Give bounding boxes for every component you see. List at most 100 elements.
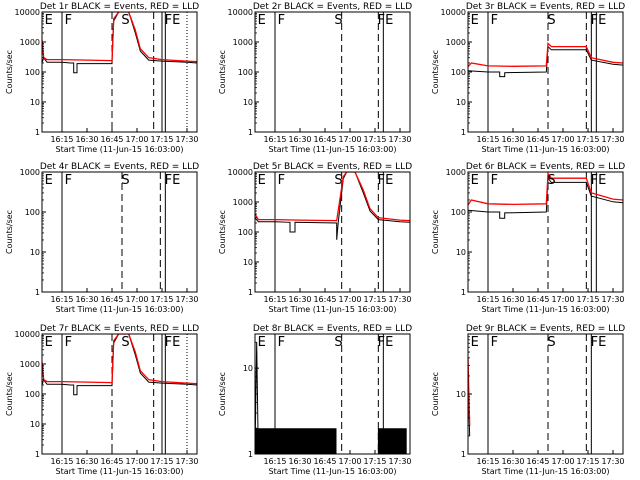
phase-marker-label: E	[45, 335, 53, 350]
y-axis-label: Counts/sec	[431, 372, 440, 416]
x-tick-label: 16:30	[288, 135, 311, 144]
phase-marker-label: FE	[378, 335, 394, 350]
y-tick-label: 1	[35, 128, 40, 137]
x-axis-label: Start Time (11-Jun-15 16:03:00)	[56, 467, 184, 476]
y-tick-label: 10	[243, 258, 253, 267]
x-tick-label: 17:00	[338, 457, 361, 466]
chart-title: Det 9r BLACK = Events, RED = LLD	[466, 324, 625, 334]
chart-title: Det 1r BLACK = Events, RED = LLD	[40, 2, 199, 12]
phase-marker-label: FE	[591, 173, 607, 188]
x-tick-label: 16:45	[100, 295, 123, 304]
plot-frame	[467, 333, 624, 455]
y-tick-label: 1	[35, 450, 40, 459]
y-tick-label: 10	[30, 248, 40, 257]
phase-marker-label: S	[334, 13, 342, 28]
plot-frame	[41, 171, 198, 293]
chart-title: Det 2r BLACK = Events, RED = LLD	[253, 2, 412, 12]
plot-frame	[41, 333, 198, 455]
phase-marker-label: E	[258, 13, 266, 28]
x-tick-label: 16:45	[313, 135, 336, 144]
x-tick-label: 17:15	[576, 135, 599, 144]
x-tick-label: 17:00	[125, 295, 148, 304]
x-tick-label: 17:15	[363, 295, 386, 304]
phase-marker-label: F	[65, 13, 72, 28]
noise-band	[377, 428, 407, 454]
y-tick-label: 10000	[228, 168, 253, 177]
x-tick-label: 16:30	[75, 135, 98, 144]
phase-marker-label: FE	[591, 13, 607, 28]
x-tick-label: 16:45	[526, 457, 549, 466]
phase-marker-label: E	[471, 335, 479, 350]
y-tick-label: 100	[25, 68, 40, 77]
x-tick-label: 16:45	[526, 295, 549, 304]
chart-title: Det 8r BLACK = Events, RED = LLD	[253, 324, 412, 334]
x-tick-label: 16:15	[476, 457, 499, 466]
y-tick-label: 100	[25, 208, 40, 217]
phase-marker-label: F	[65, 335, 72, 350]
x-tick-label: 17:00	[551, 135, 574, 144]
phase-marker-label: F	[491, 173, 498, 188]
chart-title: Det 7r BLACK = Events, RED = LLD	[40, 324, 199, 334]
phase-marker-label: S	[334, 173, 342, 188]
phase-marker-label: E	[471, 173, 479, 188]
y-tick-label: 1	[248, 288, 253, 297]
phase-marker-label: FE	[165, 335, 181, 350]
y-tick-label: 10	[456, 98, 466, 107]
x-tick-label: 16:45	[100, 135, 123, 144]
x-axis-label: Start Time (11-Jun-15 16:03:00)	[482, 145, 610, 154]
x-tick-label: 17:00	[338, 295, 361, 304]
plot-frame	[41, 11, 198, 133]
y-axis-label: Counts/sec	[431, 50, 440, 94]
chart-title: Det 6r BLACK = Events, RED = LLD	[466, 162, 625, 172]
y-tick-label: 1	[248, 128, 253, 137]
x-tick-label: 16:15	[263, 135, 286, 144]
y-tick-label: 10000	[441, 8, 466, 17]
phase-marker-label: F	[278, 13, 285, 28]
y-tick-label: 1000	[20, 360, 40, 369]
phase-marker-label: S	[334, 335, 342, 350]
phase-marker-label: F	[65, 173, 72, 188]
y-tick-label: 10	[30, 420, 40, 429]
phase-marker-label: E	[45, 173, 53, 188]
x-axis-label: Start Time (11-Jun-15 16:03:00)	[269, 305, 397, 314]
x-axis-label: Start Time (11-Jun-15 16:03:00)	[269, 467, 397, 476]
y-axis-label: Counts/sec	[218, 210, 227, 254]
x-tick-label: 16:30	[288, 457, 311, 466]
x-tick-label: 16:45	[526, 135, 549, 144]
y-tick-label: 10000	[15, 8, 40, 17]
y-tick-label: 10	[243, 98, 253, 107]
phase-marker-label: FE	[165, 13, 181, 28]
phase-marker-label: S	[121, 335, 129, 350]
x-tick-label: 17:15	[150, 135, 173, 144]
x-tick-label: 17:15	[576, 295, 599, 304]
noise-band	[255, 428, 337, 454]
series-events-line	[255, 172, 410, 240]
x-tick-label: 17:30	[388, 457, 411, 466]
y-tick-label: 10	[243, 364, 253, 373]
y-tick-label: 100	[238, 228, 253, 237]
x-axis-label: Start Time (11-Jun-15 16:03:00)	[482, 467, 610, 476]
y-tick-label: 1000	[233, 198, 253, 207]
x-tick-label: 16:30	[75, 457, 98, 466]
y-tick-label: 100	[25, 390, 40, 399]
x-tick-label: 17:00	[551, 457, 574, 466]
phase-marker-label: F	[278, 335, 285, 350]
x-tick-label: 17:15	[576, 457, 599, 466]
phase-marker-label: FE	[165, 173, 181, 188]
phase-marker-label: S	[547, 335, 555, 350]
y-axis-label: Counts/sec	[218, 372, 227, 416]
y-tick-label: 1	[461, 450, 466, 459]
x-tick-label: 17:00	[338, 135, 361, 144]
x-tick-label: 16:45	[313, 295, 336, 304]
x-axis-label: Start Time (11-Jun-15 16:03:00)	[56, 305, 184, 314]
y-tick-label: 100	[451, 68, 466, 77]
x-tick-label: 17:30	[388, 135, 411, 144]
x-tick-label: 17:15	[150, 295, 173, 304]
